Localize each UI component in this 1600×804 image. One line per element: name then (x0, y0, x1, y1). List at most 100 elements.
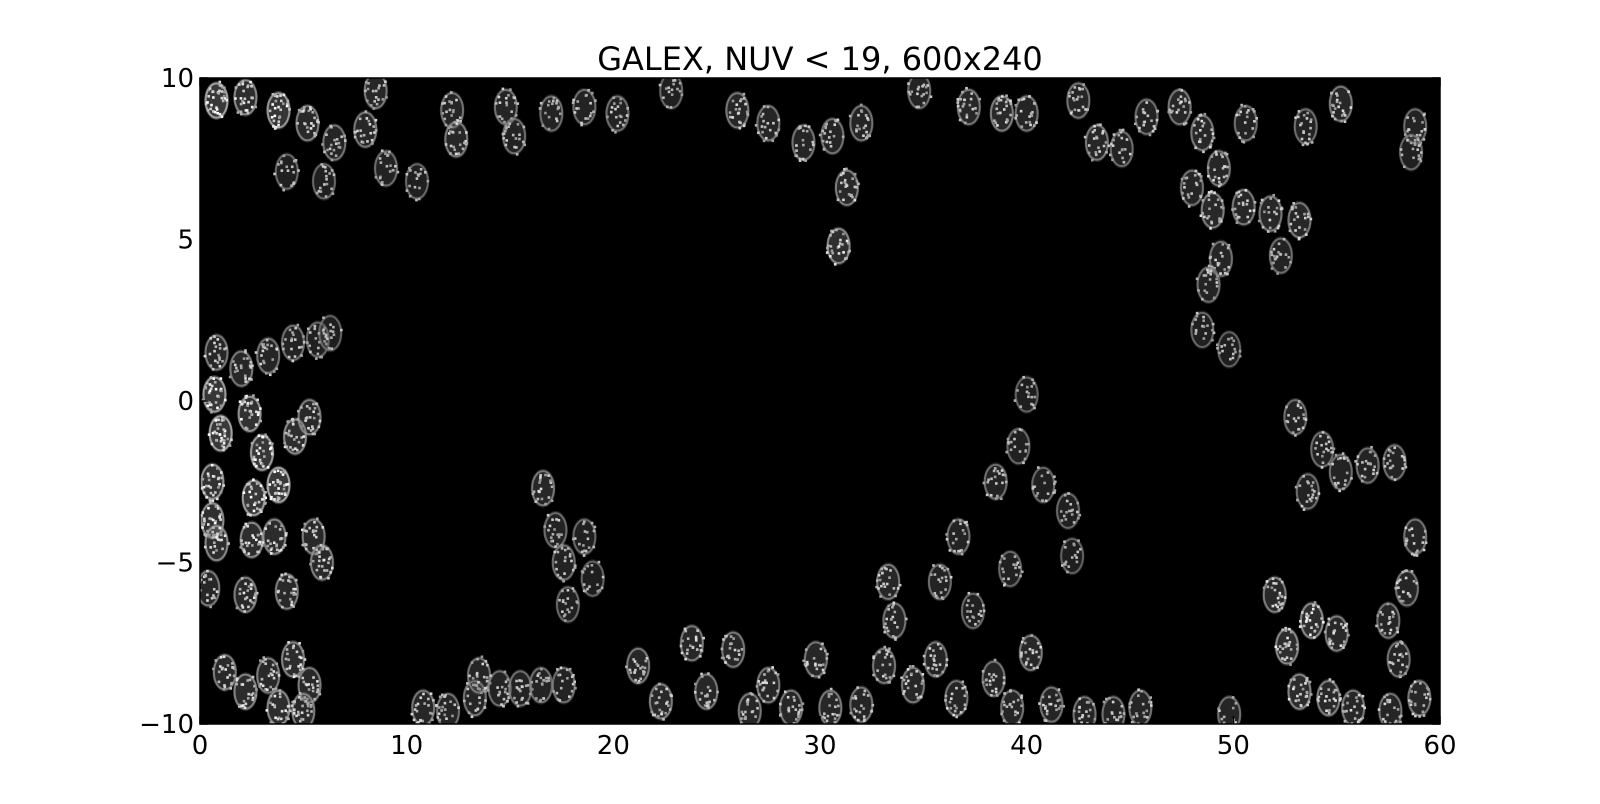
density-cluster (266, 90, 291, 130)
density-cluster (311, 161, 337, 201)
density-cluster (551, 543, 577, 583)
density-cluster (1233, 103, 1259, 144)
density-cluster (999, 688, 1025, 724)
density-cluster (944, 678, 969, 719)
density-cluster (802, 640, 829, 679)
density-cluster (1377, 691, 1403, 724)
density-cluster (1127, 688, 1153, 724)
density-cluster (239, 520, 265, 560)
density-cluster (960, 591, 986, 631)
chart-title: GALEX, NUV < 19, 600x240 (597, 40, 1043, 78)
density-cluster (1005, 426, 1031, 466)
density-cluster (1206, 149, 1232, 188)
density-cluster (1101, 694, 1126, 724)
density-cluster (1072, 694, 1097, 724)
density-cluster (1208, 239, 1234, 279)
density-cluster (543, 510, 568, 550)
density-cluster (848, 103, 874, 143)
density-cluster (1014, 94, 1040, 133)
density-cluster (274, 572, 300, 611)
density-cluster (982, 462, 1009, 502)
density-cluster (538, 94, 564, 133)
y-tick-label: 10 (161, 64, 194, 94)
density-cluster (1179, 168, 1205, 208)
density-cluster (466, 655, 492, 695)
density-cluster (1298, 601, 1325, 641)
density-cluster (255, 656, 281, 695)
density-cluster (290, 691, 316, 724)
x-tick-label: 10 (390, 731, 423, 761)
density-cluster (1316, 678, 1342, 718)
density-cluster (1293, 107, 1319, 147)
density-cluster (778, 688, 805, 724)
y-tick-label: −5 (156, 549, 194, 579)
density-cluster (1382, 442, 1408, 482)
density-cluster (200, 568, 221, 609)
density-cluster (1294, 472, 1321, 511)
density-cluster (1328, 452, 1354, 493)
density-cluster (1268, 236, 1294, 276)
density-cluster (280, 640, 307, 679)
x-tick-label: 60 (1423, 731, 1456, 761)
density-cluster (755, 665, 781, 705)
density-cluster (249, 433, 275, 473)
density-cluster (1274, 626, 1300, 666)
density-cluster (724, 90, 750, 130)
density-cluster (435, 691, 461, 724)
density-cluster (945, 517, 971, 557)
density-cluster (530, 468, 556, 508)
density-cluster (233, 78, 258, 117)
density-cluster (443, 119, 469, 159)
density-cluster (241, 478, 268, 518)
density-cluster (1199, 190, 1226, 230)
density-cluster (1394, 568, 1420, 608)
density-cluster (1262, 575, 1288, 615)
density-cluster (997, 549, 1024, 589)
density-cluster (625, 646, 651, 686)
x-tick-label: 50 (1217, 731, 1250, 761)
y-axis: −10 −5 0 5 10 (139, 64, 1440, 740)
density-cluster (648, 682, 674, 721)
density-cluster (1398, 132, 1424, 172)
density-cluster (791, 123, 816, 162)
density-cluster (373, 149, 400, 188)
density-cluster (296, 397, 322, 437)
density-cluster (204, 80, 229, 120)
density-cluster (658, 78, 684, 111)
density-cluster (989, 94, 1015, 133)
density-cluster (1059, 536, 1085, 576)
density-cluster (1055, 491, 1082, 531)
density-cluster (404, 161, 430, 202)
y-tick-label: −10 (139, 710, 194, 740)
density-cluster (1030, 465, 1057, 505)
density-cluster (233, 575, 259, 615)
density-cluster (551, 665, 577, 705)
density-cluster (1134, 97, 1160, 137)
density-cluster (207, 413, 234, 453)
density-cluster (825, 226, 851, 266)
density-cluster (1386, 640, 1412, 679)
density-cluster (1013, 375, 1040, 414)
x-tick-label: 20 (597, 731, 630, 761)
y-tick-label: 0 (177, 387, 194, 417)
density-cluster (1287, 672, 1313, 712)
density-cluster (295, 103, 320, 143)
density-cluster (1189, 112, 1216, 154)
density-cluster (528, 665, 554, 705)
density-cluster (737, 691, 763, 724)
density-cluster (882, 601, 908, 641)
density-cluster (1038, 685, 1065, 724)
density-cluster (280, 323, 306, 363)
density-cluster (720, 630, 746, 670)
density-cluster (203, 333, 229, 372)
y-tick-label: 5 (177, 226, 194, 256)
density-cluster (679, 623, 705, 663)
density-cluster (848, 685, 875, 724)
density-cluster (956, 86, 982, 127)
density-cluster (266, 465, 291, 505)
density-cluster (1340, 688, 1366, 724)
density-cluster (321, 123, 347, 162)
density-cluster (981, 658, 1006, 699)
density-cluster (693, 672, 719, 712)
